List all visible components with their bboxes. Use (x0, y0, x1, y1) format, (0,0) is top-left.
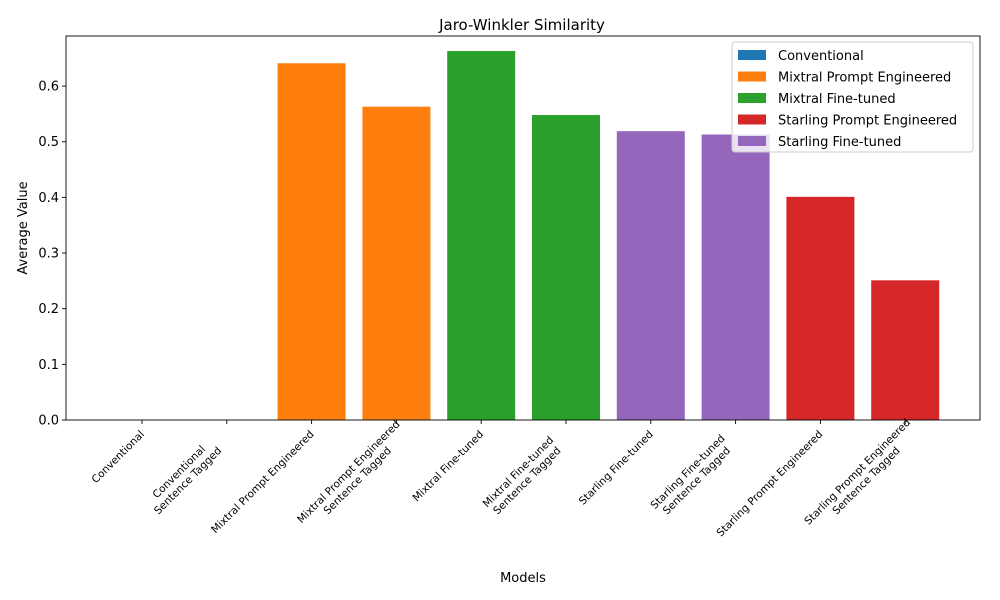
legend-swatch (738, 136, 766, 146)
bar-5 (447, 51, 516, 420)
legend-swatch (738, 93, 766, 103)
chart-title: Jaro-Winkler Similarity (438, 16, 605, 34)
x-axis-title: Models (500, 571, 546, 586)
y-tick-label: 0.0 (38, 414, 59, 429)
y-tick-label: 0.3 (38, 247, 59, 262)
y-tick-label: 0.1 (38, 358, 59, 373)
y-tick-label: 0.2 (38, 302, 59, 317)
y-tick-label: 0.5 (38, 135, 59, 150)
legend: Conventional Mixtral Prompt Engineered Mix… (731, 41, 974, 153)
bar-7 (616, 131, 685, 420)
bar-6 (532, 115, 600, 420)
bar-9 (786, 196, 855, 420)
y-tick-label: 0.6 (38, 80, 59, 95)
legend-label: Starling Prompt Engineered (778, 114, 957, 129)
legend-swatch (738, 71, 766, 82)
plot-frame (65, 35, 981, 421)
bar-8 (701, 134, 770, 421)
legend-swatch (738, 114, 766, 125)
bar-3 (277, 63, 346, 421)
y-axis-title: Average Value (16, 181, 31, 274)
y-tick-label: 0.4 (38, 191, 59, 206)
bar-10 (871, 280, 940, 420)
legend-label: Conventional (778, 49, 864, 64)
legend-label: Starling Fine-tuned (778, 135, 901, 150)
bars-layer (277, 51, 940, 421)
legend-label: Mixtral Prompt Engineered (778, 71, 951, 86)
legend-swatch (738, 50, 766, 60)
legend-box (731, 41, 974, 153)
legend-label: Mixtral Fine-tuned (778, 92, 896, 107)
axes-layer (65, 35, 981, 421)
bar-4 (362, 106, 431, 421)
y-ticks: 0.0 0.1 0.2 0.3 0.4 0.5 0.6 (38, 80, 66, 429)
